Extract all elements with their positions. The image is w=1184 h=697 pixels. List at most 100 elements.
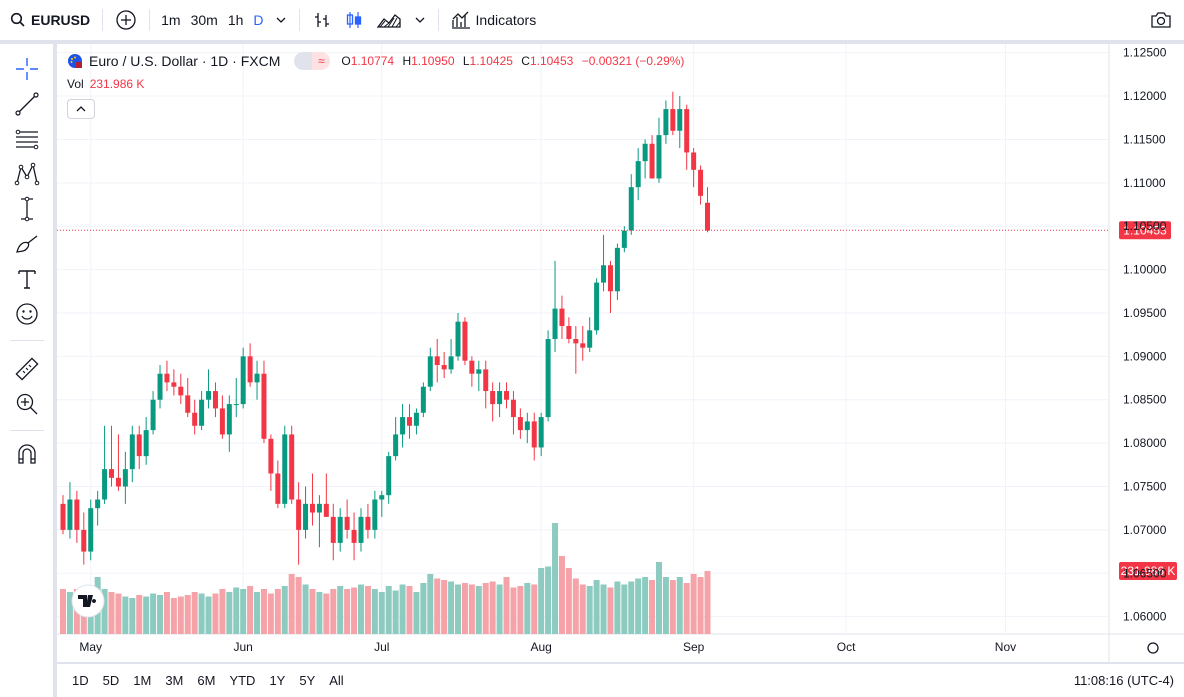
ruler-tool[interactable] [12, 354, 42, 384]
candle [455, 312, 461, 361]
zoom-tool[interactable] [12, 389, 42, 419]
y-tick-label: 1.11500 [1123, 132, 1166, 146]
axis-settings-icon[interactable] [1147, 642, 1159, 654]
chart-style-dropdown[interactable] [408, 0, 432, 41]
x-tick-label: Nov [995, 640, 1016, 654]
text-icon [18, 270, 36, 289]
interval-30m[interactable]: 30m [190, 12, 218, 28]
y-tick-label: 1.12000 [1123, 89, 1167, 103]
candle [656, 117, 662, 183]
volume-bar [357, 584, 364, 634]
volume-bar [579, 584, 586, 634]
bar-style-button[interactable] [306, 0, 338, 41]
candle [469, 356, 475, 387]
y-tick-label: 1.10500 [1123, 219, 1167, 233]
crosshair-tool[interactable] [12, 54, 42, 84]
volume-bar [184, 595, 191, 634]
range-5d[interactable]: 5D [102, 673, 120, 688]
compare-button[interactable] [109, 0, 143, 41]
y-tick-label: 1.11000 [1123, 176, 1166, 190]
candle [559, 295, 565, 339]
pattern-tool[interactable] [12, 159, 42, 189]
candle [476, 360, 482, 392]
candle-body [268, 438, 274, 474]
interval-1m[interactable]: 1m [161, 12, 181, 28]
candle-body [143, 430, 149, 457]
snapshot-button[interactable] [1144, 0, 1178, 41]
candle-body [448, 356, 454, 370]
x-tick-label: Sep [683, 640, 705, 654]
range-5y[interactable]: 5Y [299, 673, 316, 688]
volume-bar [468, 584, 475, 634]
range-1m[interactable]: 1M [133, 673, 152, 688]
fib-tool[interactable] [12, 124, 42, 154]
symbol-search-button[interactable]: EURUSD [0, 0, 96, 41]
volume-bar [697, 577, 704, 634]
volume-bar [489, 581, 496, 634]
collapse-legend-button[interactable] [67, 99, 95, 119]
candle-body [88, 508, 94, 552]
range-1y[interactable]: 1Y [269, 673, 286, 688]
candle [268, 434, 274, 491]
volume-bar [330, 589, 337, 634]
status-dot [294, 52, 313, 70]
volume-bar [371, 589, 378, 634]
market-status-pill[interactable]: ≈ [294, 52, 331, 70]
volume-bar [281, 586, 288, 634]
area-style-button[interactable] [370, 0, 408, 41]
volume-bar [427, 574, 434, 634]
range-all[interactable]: All [329, 673, 344, 688]
brush-tool[interactable] [12, 229, 42, 259]
volume-bar [378, 592, 385, 634]
candle [635, 148, 641, 201]
volume-bar [219, 589, 226, 634]
volume-bar [254, 592, 261, 634]
candle [88, 499, 94, 561]
range-6m[interactable]: 6M [197, 673, 216, 688]
clock[interactable]: 11:08:16 (UTC-4) [1073, 673, 1174, 688]
text-tool[interactable] [12, 264, 42, 294]
candle-body [129, 434, 135, 470]
volume-bar [475, 586, 482, 634]
interval-dropdown[interactable] [269, 0, 293, 41]
candle-body [587, 330, 593, 348]
y-tick-label: 1.12500 [1123, 46, 1167, 60]
candle [684, 104, 690, 170]
candle-body [663, 109, 669, 136]
last-price-line: 1.10453 231.986 K [57, 221, 1177, 618]
candle-body [691, 152, 697, 170]
volume-bar [621, 584, 628, 634]
chart-pane[interactable]: 1.10453 231.986 K 1.12500 1.12000 1.11500 1.… [57, 44, 1184, 662]
candle-body [607, 265, 613, 292]
candle-body [240, 356, 246, 405]
indicators-button[interactable]: Indicators [445, 0, 543, 41]
forecast-tool[interactable] [12, 194, 42, 224]
candle-body [95, 499, 101, 509]
volume-bar [413, 592, 420, 634]
low-value: 1.10425 [469, 54, 513, 68]
range-3m[interactable]: 3M [165, 673, 184, 688]
interval-d[interactable]: D [253, 12, 264, 28]
trend-line-tool[interactable] [12, 89, 42, 119]
volume-bar [565, 568, 572, 634]
candle [677, 96, 683, 149]
y-tick-label: 1.09000 [1123, 349, 1167, 363]
emoji-tool[interactable] [12, 299, 42, 329]
volume-bar [136, 595, 143, 634]
candle [74, 490, 80, 543]
candles-style-button[interactable] [338, 0, 370, 41]
smiley-icon [16, 303, 38, 325]
range-1d[interactable]: 1D [72, 673, 89, 688]
candle-body [566, 325, 572, 339]
candle-body [490, 391, 496, 405]
candle-body [219, 408, 225, 435]
candle [199, 391, 205, 431]
magnet-tool[interactable] [12, 439, 42, 469]
interval-1h[interactable]: 1h [227, 12, 244, 28]
candle-body [254, 373, 260, 383]
top-toolbar: EURUSD 1m 30m 1h D Indicators [0, 0, 1184, 41]
measure-icon [21, 196, 33, 222]
range-ytd[interactable]: YTD [229, 673, 256, 688]
legend-title[interactable]: Euro / U.S. Dollar · 1D · FXCM [89, 53, 281, 69]
